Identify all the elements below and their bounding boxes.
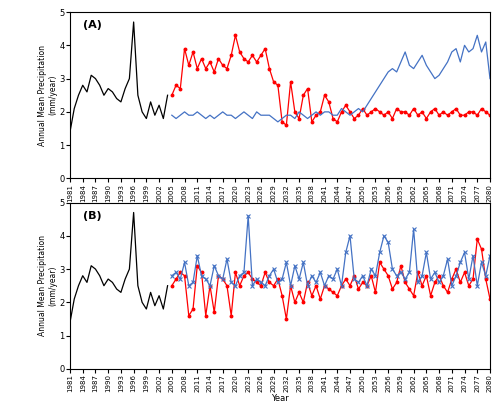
Y-axis label: Annual Mean Precipitation
(mm/year): Annual Mean Precipitation (mm/year) (38, 45, 58, 146)
Legend: 0bserved, RCP 4.5, RCP 8.5: 0bserved, RCP 4.5, RCP 8.5 (183, 246, 377, 261)
Text: (A): (A) (82, 20, 102, 30)
Y-axis label: Annual Mean Precipitation
(mm/year): Annual Mean Precipitation (mm/year) (38, 235, 58, 336)
X-axis label: Year: Year (271, 394, 289, 401)
Text: (B): (B) (82, 211, 101, 221)
X-axis label: Year: Year (271, 203, 289, 213)
